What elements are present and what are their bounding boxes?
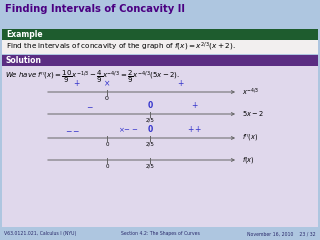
Text: 0: 0	[105, 96, 109, 101]
Text: +: +	[177, 79, 183, 88]
Text: 2/5: 2/5	[146, 142, 155, 147]
Text: $++$: $++$	[187, 124, 203, 134]
Text: $-$: $-$	[86, 101, 94, 110]
Text: November 16, 2010    23 / 32: November 16, 2010 23 / 32	[247, 231, 316, 236]
Text: Find the intervals of concavity of the graph of $f(x) = x^{2/3}(x + 2)$.: Find the intervals of concavity of the g…	[6, 41, 236, 53]
Text: Solution: Solution	[6, 56, 42, 65]
Text: 0: 0	[148, 101, 153, 110]
Text: 0: 0	[105, 142, 109, 147]
Text: $+$: $+$	[191, 100, 199, 110]
Text: $5x-2$: $5x-2$	[242, 109, 264, 119]
Bar	[0, 0, 320, 18]
Text: $--$: $--$	[65, 125, 81, 134]
Text: Example: Example	[6, 30, 43, 39]
Text: Finding Intervals of Concavity II: Finding Intervals of Concavity II	[5, 4, 185, 14]
Text: 2/5: 2/5	[146, 164, 155, 169]
Text: $x^{-4/3}$: $x^{-4/3}$	[242, 86, 260, 98]
Bar	[2, 40, 318, 54]
Bar	[2, 29, 318, 40]
Bar	[2, 55, 318, 66]
Text: We have $f''(x) = \dfrac{10}{9}x^{-1/3} - \dfrac{4}{9}x^{-4/3} = \dfrac{2}{9}x^{: We have $f''(x) = \dfrac{10}{9}x^{-1/3} …	[5, 69, 180, 85]
Text: Section 4.2: The Shapes of Curves: Section 4.2: The Shapes of Curves	[121, 231, 199, 236]
Text: 0: 0	[148, 125, 153, 134]
Text: $\times$$--$: $\times$$--$	[118, 126, 138, 134]
Text: $f''(x)$: $f''(x)$	[242, 132, 258, 144]
Text: $f(x)$: $f(x)$	[242, 155, 255, 165]
Text: +: +	[73, 79, 79, 88]
Text: 0: 0	[105, 164, 109, 169]
Text: 2/5: 2/5	[146, 118, 155, 123]
Bar	[0, 227, 320, 240]
Text: $\times$: $\times$	[103, 78, 111, 88]
Bar	[2, 66, 318, 227]
Text: V63.0121.021, Calculus I (NYU): V63.0121.021, Calculus I (NYU)	[4, 231, 76, 236]
